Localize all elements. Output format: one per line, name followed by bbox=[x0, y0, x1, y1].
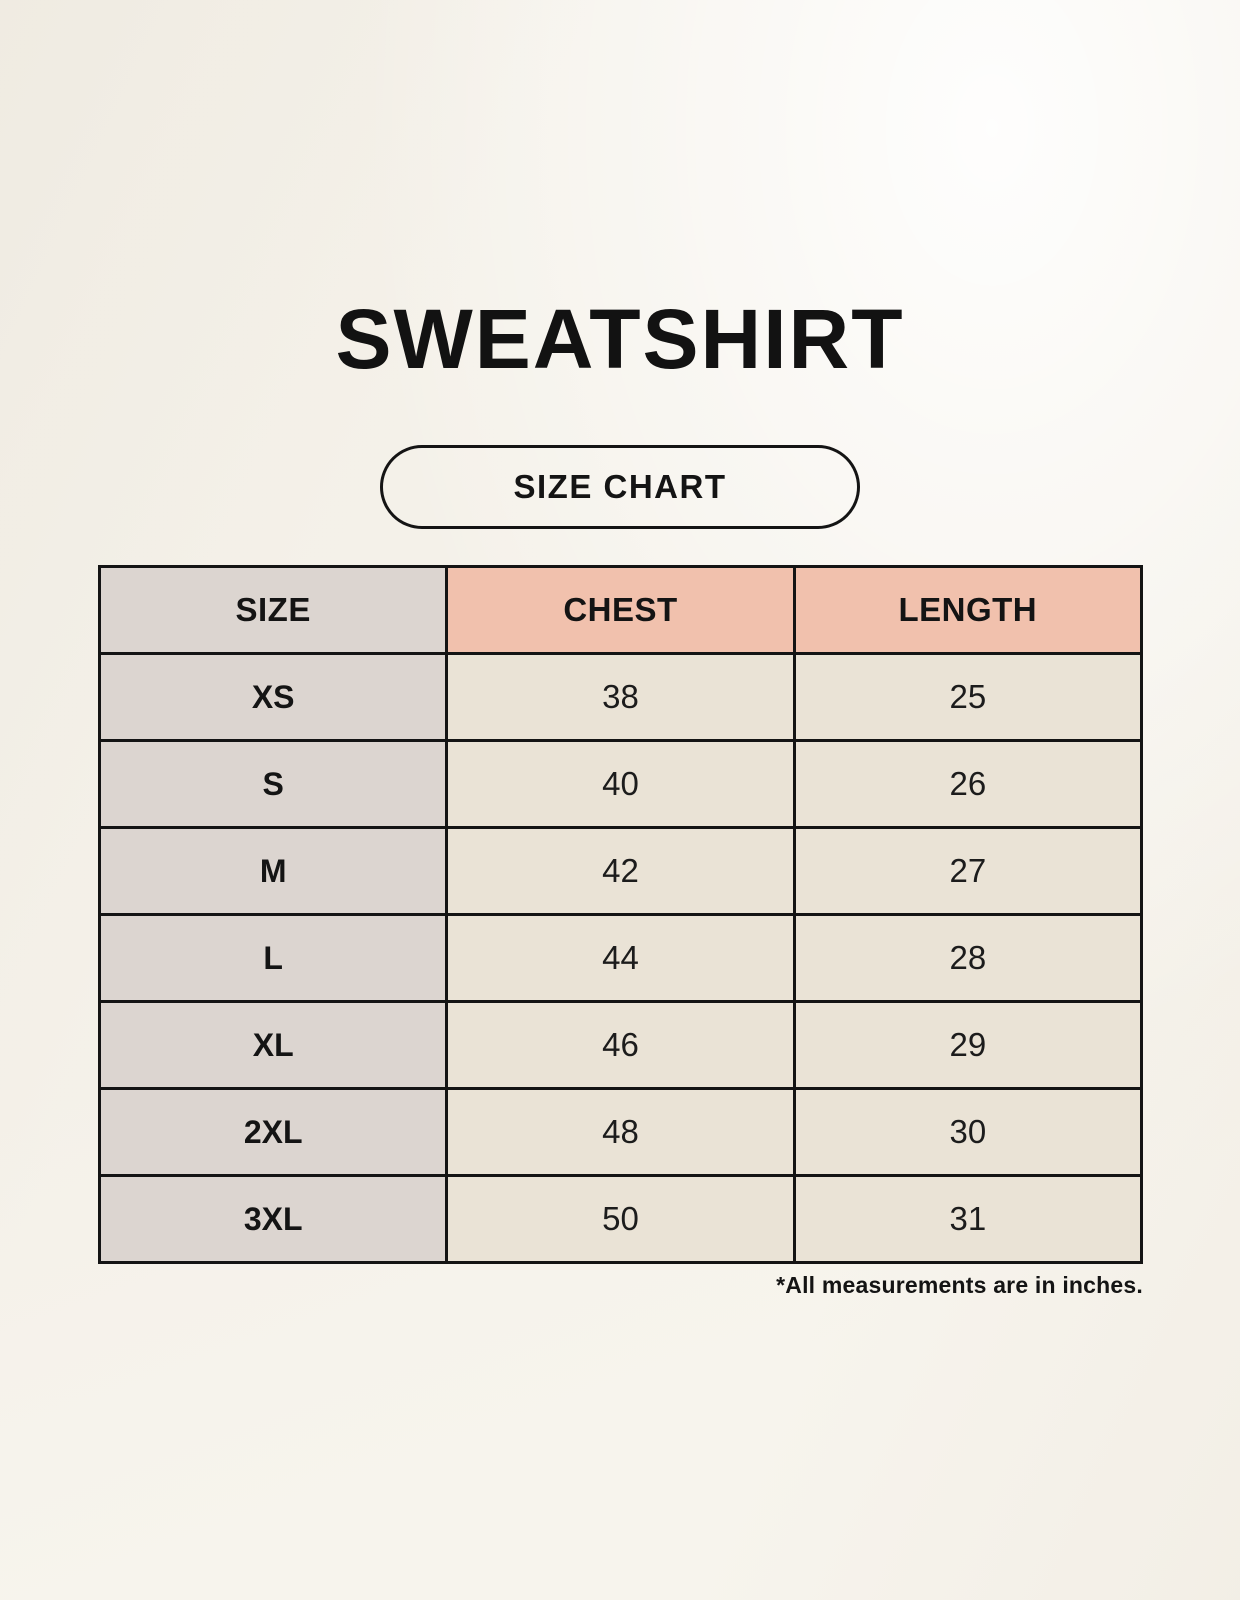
table-row: XL 46 29 bbox=[97, 1000, 1144, 1090]
length-cell: 28 bbox=[792, 913, 1144, 1003]
table-row: 3XL 50 31 bbox=[97, 1174, 1144, 1264]
size-table-container: SIZE CHEST LENGTH XS 38 25 S 40 26 M 42 27 L 44 28 X… bbox=[97, 565, 1144, 1264]
size-table-body: XS 38 25 S 40 26 M 42 27 L 44 28 XL 46 29 2XL 48 30 3XL 50 3… bbox=[97, 652, 1144, 1264]
column-header-length: LENGTH bbox=[792, 565, 1144, 655]
chest-cell: 40 bbox=[445, 739, 796, 829]
size-chart-badge: SIZE CHART bbox=[380, 445, 860, 529]
measurements-footnote: *All measurements are in inches. bbox=[776, 1272, 1143, 1298]
size-cell: 3XL bbox=[97, 1174, 449, 1264]
length-cell: 29 bbox=[792, 1000, 1144, 1090]
length-cell: 27 bbox=[792, 826, 1144, 916]
column-header-chest: CHEST bbox=[445, 565, 796, 655]
size-table-head: SIZE CHEST LENGTH bbox=[97, 565, 1144, 655]
chest-cell: 46 bbox=[445, 1000, 796, 1090]
chest-cell: 38 bbox=[445, 652, 796, 742]
size-table: SIZE CHEST LENGTH XS 38 25 S 40 26 M 42 27 L 44 28 X… bbox=[97, 565, 1144, 1264]
table-row: XS 38 25 bbox=[97, 652, 1144, 742]
length-cell: 25 bbox=[792, 652, 1144, 742]
length-cell: 26 bbox=[792, 739, 1144, 829]
size-cell: M bbox=[97, 826, 449, 916]
page-title: SWEATSHIRT bbox=[335, 292, 905, 386]
header-row: SIZE CHEST LENGTH bbox=[97, 565, 1144, 655]
chest-cell: 50 bbox=[445, 1174, 796, 1264]
chest-cell: 42 bbox=[445, 826, 796, 916]
column-header-size: SIZE bbox=[97, 565, 449, 655]
chest-cell: 48 bbox=[445, 1087, 796, 1177]
length-cell: 31 bbox=[792, 1174, 1144, 1264]
size-cell: 2XL bbox=[97, 1087, 449, 1177]
size-cell: XS bbox=[97, 652, 449, 742]
size-cell: S bbox=[97, 739, 449, 829]
chest-cell: 44 bbox=[445, 913, 796, 1003]
table-row: L 44 28 bbox=[97, 913, 1144, 1003]
table-row: M 42 27 bbox=[97, 826, 1144, 916]
size-cell: L bbox=[97, 913, 449, 1003]
length-cell: 30 bbox=[792, 1087, 1144, 1177]
table-row: 2XL 48 30 bbox=[97, 1087, 1144, 1177]
table-row: S 40 26 bbox=[97, 739, 1144, 829]
size-cell: XL bbox=[97, 1000, 449, 1090]
size-chart-badge-label: SIZE CHART bbox=[513, 468, 727, 505]
